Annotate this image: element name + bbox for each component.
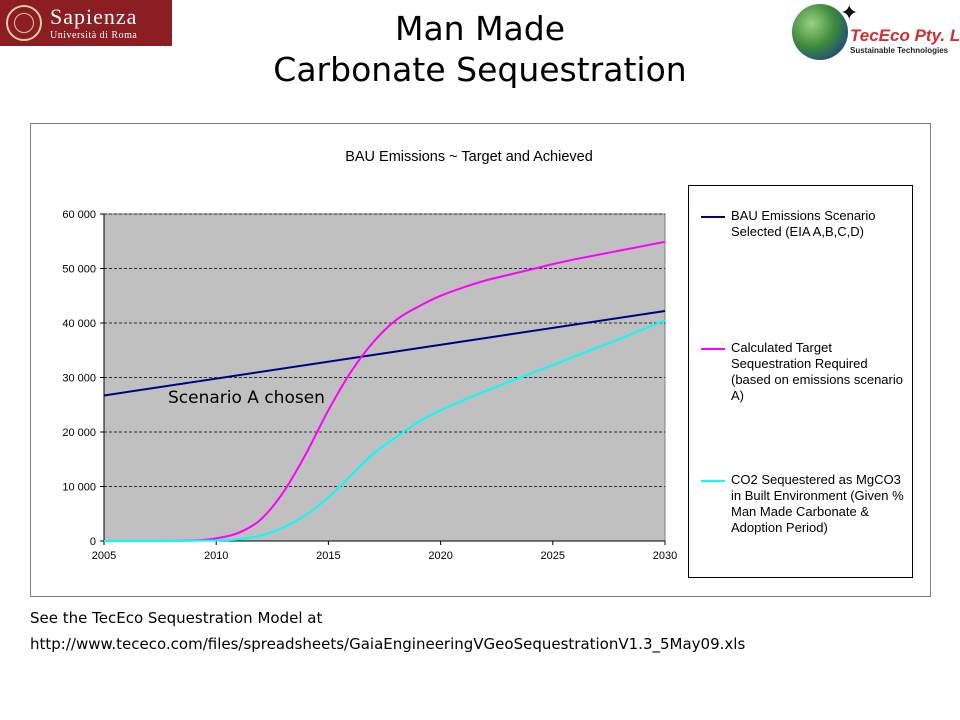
legend-label-bau: BAU Emissions Scenario Selected (EIA A,B… bbox=[731, 208, 876, 239]
x-tick-label-2030: 2030 bbox=[653, 550, 677, 562]
legend-item-sequestered: CO2 Sequestered as MgCO3 in Built Enviro… bbox=[701, 472, 909, 536]
series-lines bbox=[103, 240, 666, 543]
y-tick-label-0: 0 bbox=[90, 536, 96, 548]
chart-canvas: BAU Emissions ~ Target and Achieved 0 10 … bbox=[62, 149, 677, 562]
target-sequestration-line bbox=[103, 240, 666, 543]
y-tick-label-60000: 60 000 bbox=[62, 209, 96, 221]
x-tick-label-2015: 2015 bbox=[316, 550, 340, 562]
bird-icon: ✦ bbox=[840, 0, 859, 25]
y-tick-label-30000: 30 000 bbox=[62, 373, 96, 385]
x-tick-label-2025: 2025 bbox=[541, 550, 565, 562]
chart-legend: BAU Emissions Scenario Selected (EIA A,B… bbox=[688, 185, 913, 578]
tececo-logo-name: TecEco Pty. Ltd. bbox=[850, 26, 960, 45]
x-tick-label-2010: 2010 bbox=[204, 550, 228, 562]
slide-title: Man Made Carbonate Sequestration bbox=[180, 8, 780, 90]
legend-label-sequestered: CO2 Sequestered as MgCO3 in Built Enviro… bbox=[731, 472, 904, 535]
logo-left-line1: Sapienza bbox=[50, 3, 138, 29]
chart-title: BAU Emissions ~ Target and Achieved bbox=[345, 149, 593, 165]
y-tick-label-50000: 50 000 bbox=[62, 264, 96, 276]
legend-label-target: Calculated Target Sequestration Required… bbox=[731, 340, 903, 403]
x-tick-label-2005: 2005 bbox=[92, 550, 116, 562]
legend-item-target: Calculated Target Sequestration Required… bbox=[701, 340, 909, 404]
legend-swatch-target bbox=[701, 348, 725, 350]
bau-emissions-line bbox=[103, 310, 666, 397]
y-tick-label-20000: 20 000 bbox=[62, 427, 96, 439]
footer-note: See the TecEco Sequestration Model at ht… bbox=[30, 605, 745, 657]
grid-lines bbox=[104, 213, 665, 487]
slide-title-line1: Man Made bbox=[394, 9, 566, 48]
globe-icon bbox=[792, 4, 848, 60]
x-tick-label-2020: 2020 bbox=[428, 550, 452, 562]
legend-item-bau: BAU Emissions Scenario Selected (EIA A,B… bbox=[701, 208, 909, 240]
logo-left-line2: Università di Roma bbox=[50, 29, 138, 41]
tececo-logo: ✦ TecEco Pty. Ltd. Sustainable Technolog… bbox=[788, 0, 960, 64]
axes: 0 10 000 20 000 30 000 40 000 50 000 60 000 200… bbox=[62, 209, 677, 562]
slide-title-line2: Carbonate Sequestration bbox=[273, 50, 687, 89]
y-tick-label-10000: 10 000 bbox=[62, 482, 96, 494]
footer-link[interactable]: http://www.tececo.com/files/spreadsheets… bbox=[30, 635, 746, 653]
sapienza-logo: Sapienza Università di Roma bbox=[0, 0, 172, 46]
y-tick-label-40000: 40 000 bbox=[62, 318, 96, 330]
scenario-annotation: Scenario A chosen bbox=[168, 388, 325, 408]
co2-sequestered-line bbox=[103, 319, 666, 543]
legend-swatch-bau bbox=[701, 216, 725, 218]
footer-line1: See the TecEco Sequestration Model at bbox=[30, 609, 323, 627]
tececo-logo-tagline: Sustainable Technologies bbox=[850, 46, 949, 55]
legend-swatch-sequestered bbox=[701, 480, 725, 482]
university-seal-icon bbox=[6, 5, 42, 41]
